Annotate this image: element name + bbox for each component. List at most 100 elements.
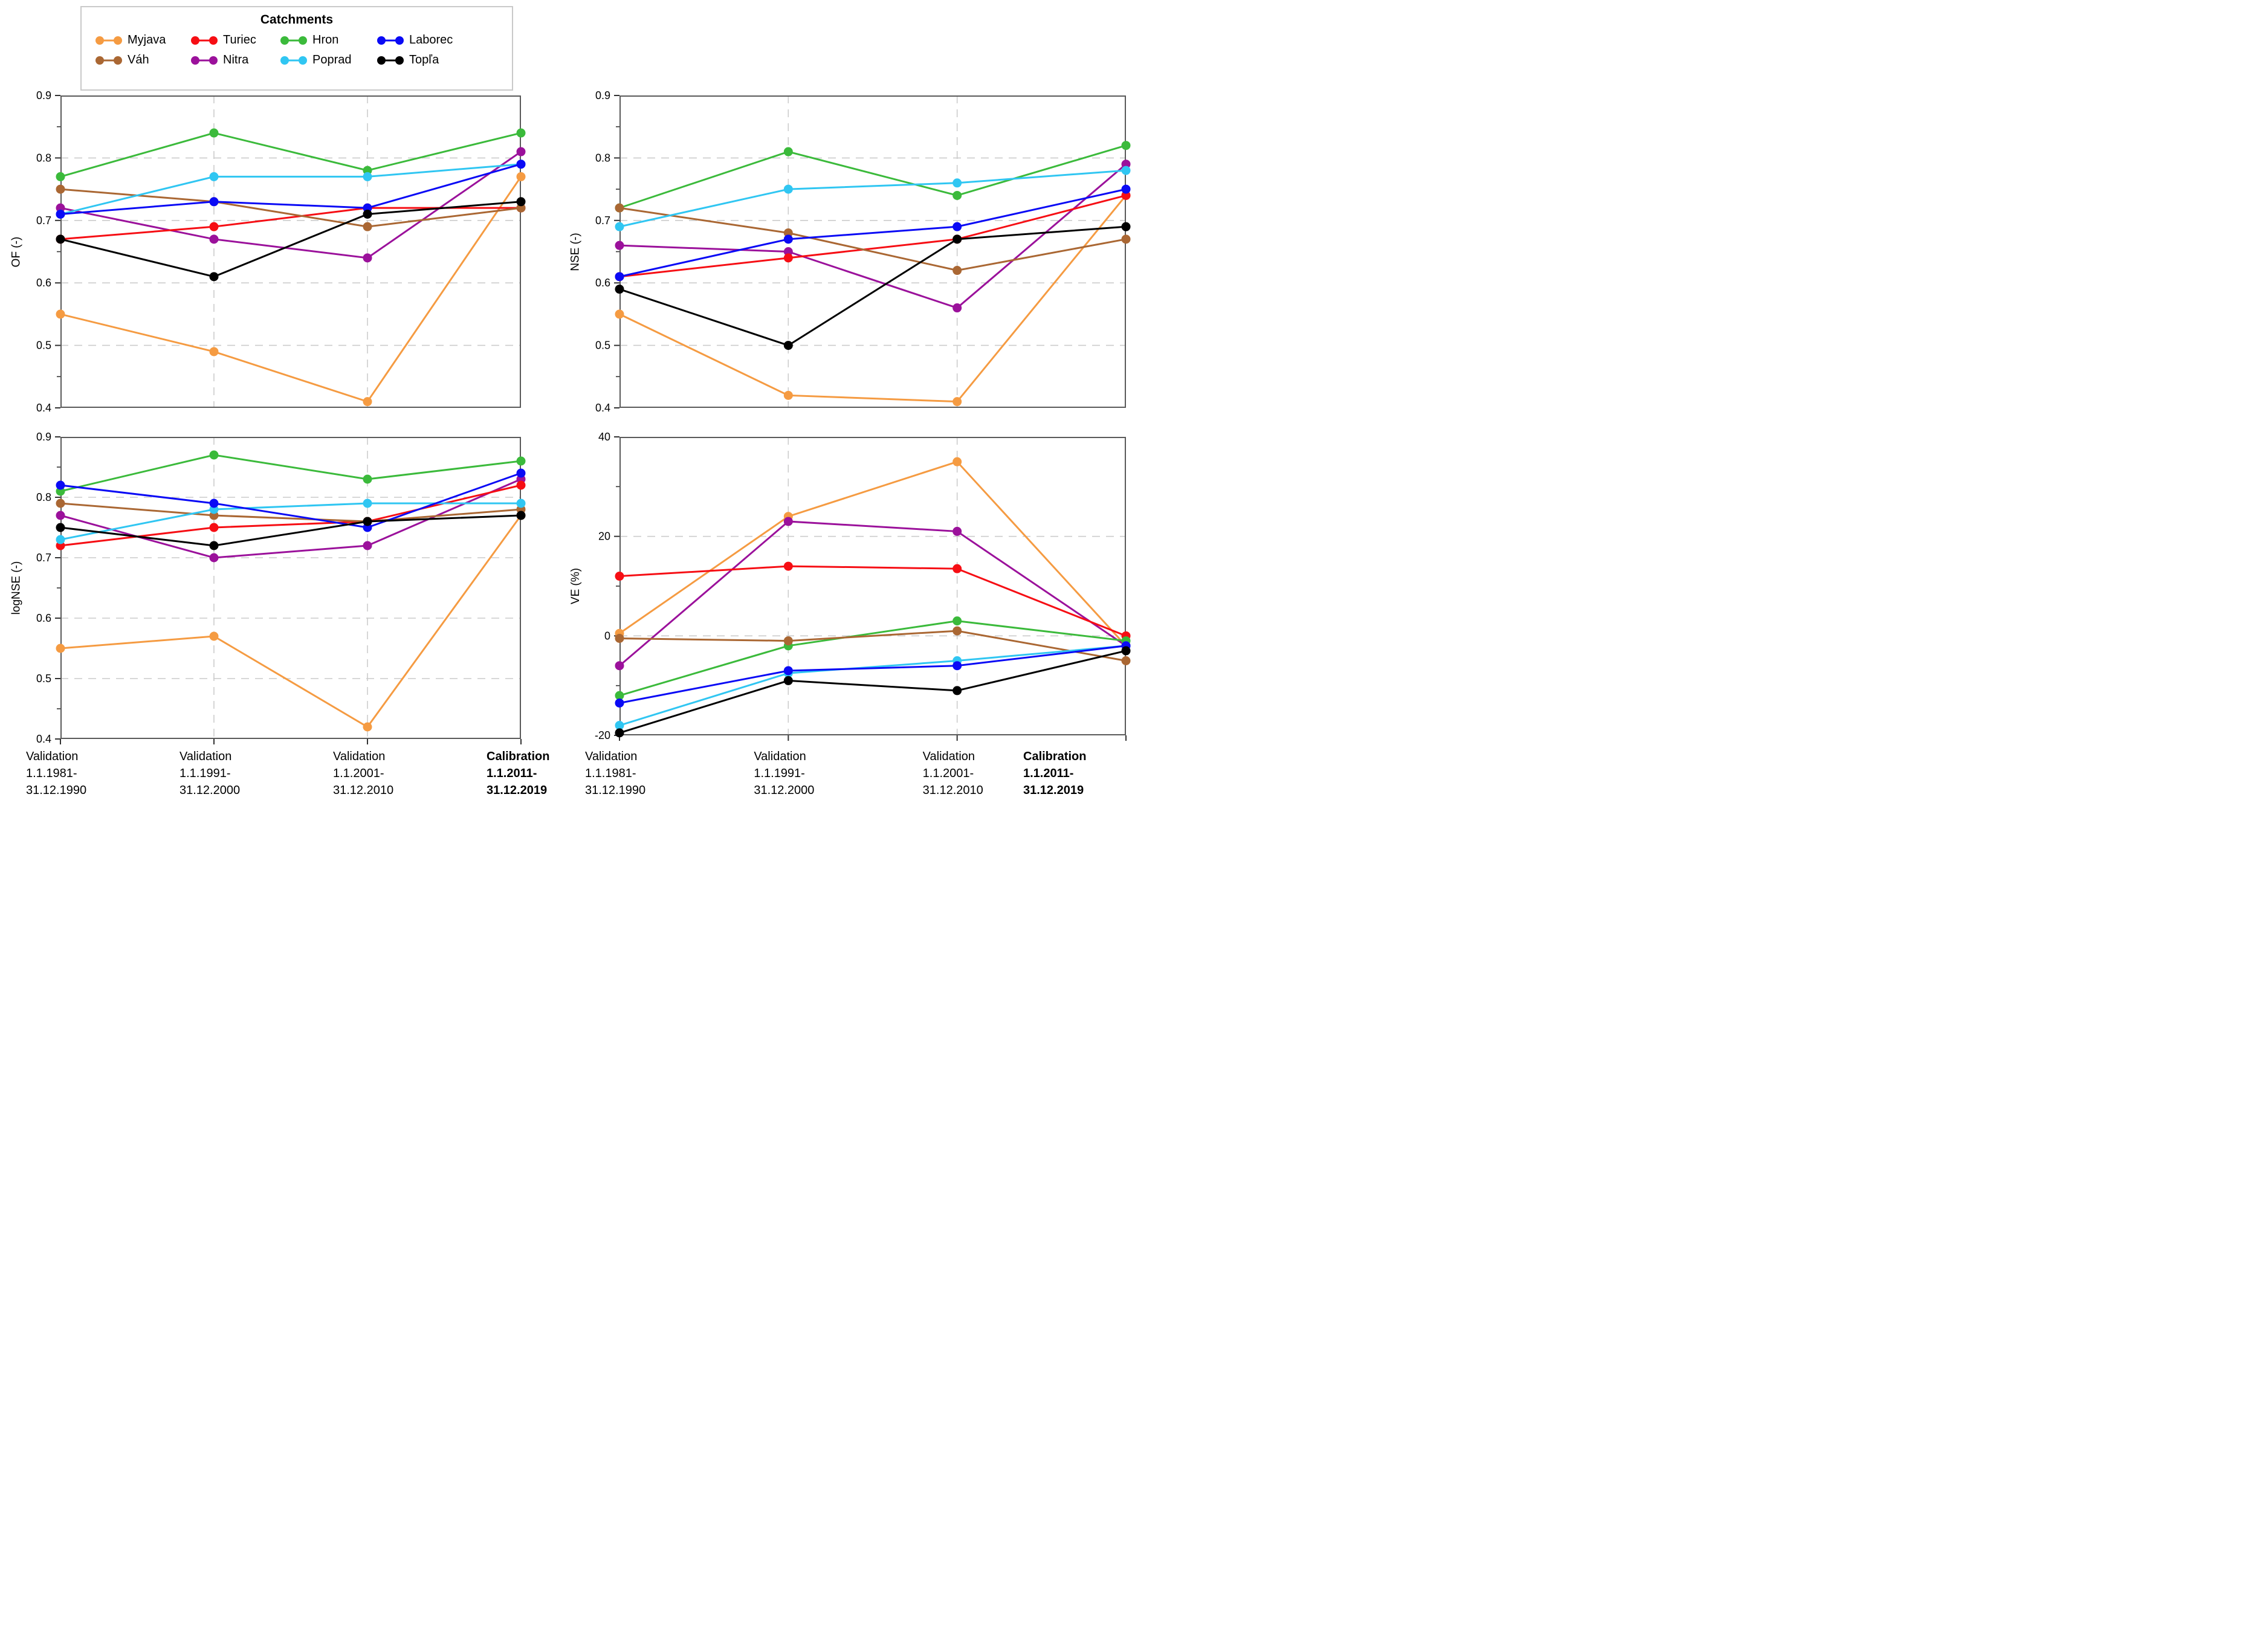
y-tick-label: 0.7 xyxy=(36,552,51,564)
y-tick-label: 0.7 xyxy=(36,215,51,227)
series-marker-icon xyxy=(191,56,218,65)
data-point xyxy=(783,561,793,571)
y-tick-label: 0.8 xyxy=(36,152,51,164)
data-point xyxy=(516,128,526,138)
x-axis-label: Validation 1.1.2001- 31.12.2010 xyxy=(333,748,442,799)
data-point xyxy=(209,631,219,641)
data-point xyxy=(615,203,624,213)
data-point xyxy=(209,172,219,181)
y-tick-label: 0.9 xyxy=(36,431,51,443)
data-point xyxy=(783,247,793,256)
legend: Catchments Myjava Turiec Hron Laborec Váh Ni… xyxy=(80,6,513,91)
data-point xyxy=(615,633,624,643)
data-point xyxy=(1121,160,1131,169)
data-point xyxy=(56,234,65,244)
data-point xyxy=(516,456,526,466)
data-point xyxy=(952,457,962,466)
y-axis-title-of: OF (-) xyxy=(10,236,22,267)
series-line xyxy=(619,460,1127,647)
data-point xyxy=(615,272,624,282)
data-point xyxy=(615,309,624,319)
x-axis-label-line: 31.12.1990 xyxy=(26,784,87,797)
data-point xyxy=(783,184,793,194)
data-point xyxy=(952,616,962,626)
data-point xyxy=(783,234,793,244)
data-point xyxy=(1121,222,1131,231)
data-point xyxy=(363,253,372,263)
plot-frame xyxy=(619,437,1126,735)
data-point xyxy=(615,572,624,581)
series-line xyxy=(619,645,1127,704)
legend-item-nitra: Nitra xyxy=(190,53,280,67)
data-point xyxy=(615,728,624,738)
y-tick-label: 0.9 xyxy=(36,89,51,102)
x-axis-label-line: 1.1.2011- xyxy=(487,767,537,780)
series-marker-icon xyxy=(377,36,404,45)
data-point xyxy=(952,303,962,313)
data-point xyxy=(952,190,962,200)
data-point xyxy=(363,166,372,175)
series-Poprad xyxy=(615,166,1131,231)
series-Nitra xyxy=(615,517,1131,671)
series-Váh xyxy=(615,203,1131,276)
data-point xyxy=(1121,184,1131,194)
x-axis-label-line: Calibration xyxy=(487,750,550,763)
data-point xyxy=(363,722,372,732)
y-tick-label: 0.4 xyxy=(36,402,51,414)
series-line xyxy=(619,188,1127,278)
data-point xyxy=(615,240,624,250)
data-point xyxy=(516,147,526,156)
plot-frame xyxy=(60,437,521,739)
x-axis-label-line: Validation xyxy=(26,750,79,763)
legend-item-label: Myjava xyxy=(128,33,166,47)
data-point xyxy=(783,676,793,685)
legend-item-label: Hron xyxy=(312,33,339,47)
y-tick-label: 0.8 xyxy=(36,491,51,503)
series-line xyxy=(60,472,522,529)
data-point xyxy=(209,499,219,508)
chart-lognse: 0.4 0.5 0.6 0.7 0.8 0.9 xyxy=(36,431,526,745)
y-tick-label: 0.6 xyxy=(595,277,610,289)
data-point xyxy=(615,691,624,700)
x-axis-label-line: 31.12.2019 xyxy=(1023,784,1084,797)
data-point xyxy=(952,661,962,671)
data-point xyxy=(615,285,624,294)
legend-item-hron: Hron xyxy=(280,33,377,47)
data-point xyxy=(363,209,372,219)
x-axis-label: Calibration 1.1.2011- 31.12.2019 xyxy=(1023,748,1132,799)
y-axis-title-ve: VE (%) xyxy=(569,567,582,605)
series-Turiec xyxy=(615,561,1131,640)
chart-ve: -20 0 20 40 xyxy=(595,431,1131,741)
y-tick-label: 0.5 xyxy=(36,673,51,685)
plot-frame xyxy=(619,95,1126,408)
data-point xyxy=(56,309,65,319)
series-line xyxy=(60,514,522,547)
series-Topľa xyxy=(615,646,1131,738)
data-point xyxy=(1121,190,1131,200)
x-axis-label-line: 1.1.1981- xyxy=(26,767,77,780)
series-line xyxy=(619,620,1127,697)
data-point xyxy=(516,172,526,181)
series-line xyxy=(60,150,522,259)
x-axis-label-line: 1.1.2011- xyxy=(1023,767,1074,780)
y-tick-label: 20 xyxy=(598,531,610,543)
chart-nse: 0.4 0.5 0.6 0.7 0.8 0.9 xyxy=(595,89,1131,414)
data-point xyxy=(1121,656,1131,665)
data-point xyxy=(783,147,793,156)
series-line xyxy=(619,144,1127,209)
x-axis-label-line: 1.1.2001- xyxy=(333,767,384,780)
y-tick-label: 0.8 xyxy=(595,152,610,164)
series-line xyxy=(619,195,1127,403)
data-point xyxy=(952,564,962,573)
x-axis-label-line: Validation xyxy=(180,750,232,763)
legend-item-label: Poprad xyxy=(312,53,352,66)
data-point xyxy=(209,197,219,207)
y-tick-label: 0.5 xyxy=(595,340,610,352)
series-line xyxy=(619,169,1127,228)
series-line xyxy=(60,515,522,728)
series-Myjava xyxy=(615,457,1131,651)
x-axis-label-line: 31.12.2010 xyxy=(922,784,983,797)
series-Hron xyxy=(56,450,526,496)
data-point xyxy=(516,203,526,213)
data-point xyxy=(1121,166,1131,175)
